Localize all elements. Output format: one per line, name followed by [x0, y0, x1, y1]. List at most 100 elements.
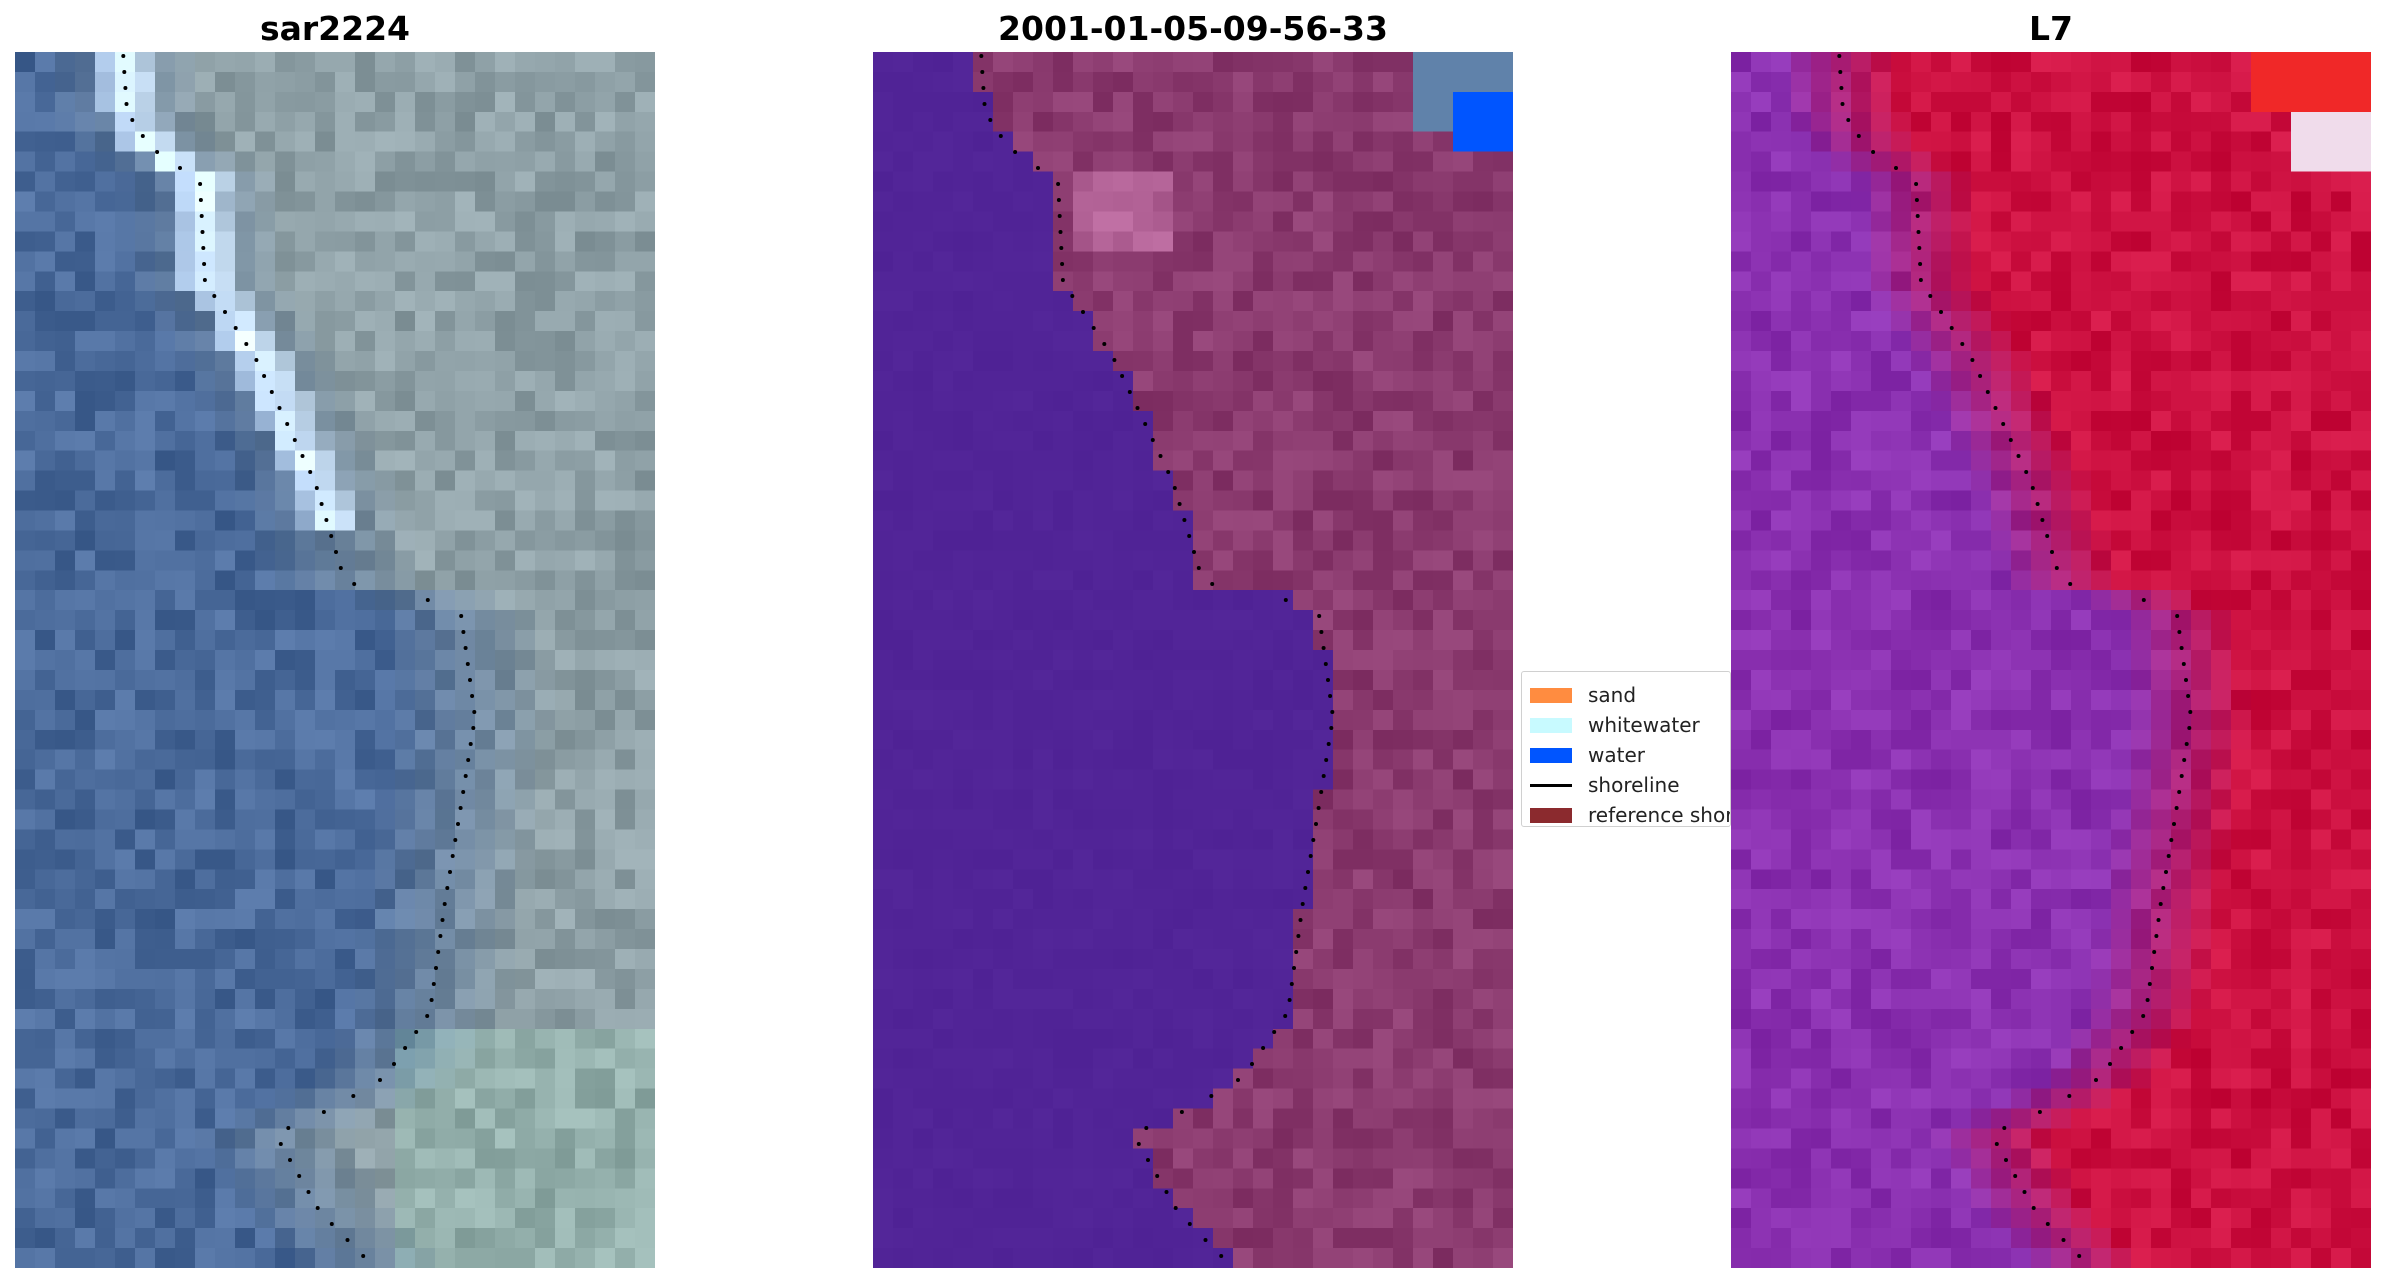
shoreline-dot	[338, 566, 343, 570]
shoreline-dot	[1316, 806, 1321, 810]
shoreline-dot	[461, 790, 466, 794]
shoreline-dot	[1330, 710, 1335, 714]
shoreline-dot	[2094, 1078, 2098, 1082]
shoreline-dot	[1081, 310, 1085, 314]
shoreline-dot	[1846, 118, 1851, 122]
shoreline-dot	[297, 1174, 302, 1178]
shoreline-overlay-classified	[979, 54, 1335, 1258]
shoreline-dot	[2068, 582, 2073, 586]
shoreline-dot	[1328, 694, 1333, 698]
shoreline-dot	[124, 102, 129, 106]
shoreline-dot	[199, 214, 204, 218]
panel-title-classified: 2001-01-05-09-56-33	[998, 9, 1388, 48]
shoreline-dot	[1036, 166, 1040, 170]
legend: sand whitewater water shoreline referenc…	[1521, 671, 1731, 827]
shoreline-dot	[981, 86, 986, 90]
shoreline-dot	[2177, 630, 2182, 634]
shoreline-dot	[468, 678, 472, 682]
shoreline-dot	[361, 1254, 366, 1258]
shoreline-dot	[2172, 822, 2176, 826]
shoreline-dot	[450, 854, 455, 858]
panel-title-rgb: sar2224	[259, 9, 411, 48]
shoreline-dot	[1272, 1030, 1277, 1034]
shoreline-dot	[998, 134, 1003, 138]
shoreline-dot	[1838, 70, 1843, 74]
shoreline-dot	[2061, 1238, 2066, 1242]
shoreline-dot	[1985, 390, 1990, 394]
shoreline-dot	[1236, 1078, 1240, 1082]
shoreline-dot	[212, 294, 217, 298]
shoreline-dot	[1300, 902, 1305, 906]
shoreline-dot	[2016, 454, 2021, 458]
shoreline-overlay-index	[1837, 54, 2193, 1258]
shoreline-dot	[1210, 582, 1215, 586]
shoreline-dot	[459, 614, 464, 618]
shoreline-dot	[1960, 342, 1965, 346]
shoreline-dot	[1993, 406, 1998, 410]
shoreline-dot	[300, 454, 305, 458]
legend-label-sand: sand	[1588, 683, 1637, 707]
shoreline-dot	[254, 358, 259, 362]
shoreline-dot	[2164, 870, 2168, 874]
shoreline-dot	[1294, 950, 1299, 954]
shoreline-dot	[1287, 998, 1292, 1002]
shoreline-dot	[2004, 1158, 2008, 1162]
shoreline-dot	[1209, 1094, 1214, 1098]
shoreline-dot	[1319, 790, 1324, 794]
shoreline-dot	[463, 646, 468, 650]
shoreline-dot	[1150, 438, 1155, 442]
shoreline-dot	[414, 1030, 419, 1034]
shoreline-dot	[1120, 374, 1125, 378]
shoreline-dot	[2054, 566, 2059, 570]
shoreline-dot	[2156, 918, 2161, 922]
shoreline-swatch	[1530, 783, 1572, 787]
shoreline-dot	[1928, 294, 1933, 298]
shoreline-dot	[448, 870, 452, 874]
shoreline-dot	[122, 70, 127, 74]
shoreline-dot	[425, 1014, 430, 1018]
shoreline-dot	[2188, 710, 2193, 714]
shoreline-dot	[1013, 150, 1018, 154]
shoreline-dot	[352, 582, 357, 586]
shoreline-dot	[982, 102, 987, 106]
shoreline-dot	[278, 1142, 283, 1146]
shoreline-dot	[2169, 838, 2174, 842]
shoreline-dot	[1187, 1222, 1192, 1226]
shoreline-dot	[314, 486, 319, 490]
shoreline-dot	[2040, 518, 2045, 522]
legend-item-whitewater: whitewater	[1530, 710, 1730, 740]
shoreline-dot	[1296, 934, 1301, 938]
shoreline-dot	[198, 198, 203, 202]
shoreline-dot	[470, 694, 475, 698]
shoreline-dot	[334, 550, 338, 554]
shoreline-dot	[2141, 598, 2146, 602]
shoreline-dot	[1871, 150, 1876, 154]
shoreline-dot	[1060, 278, 1065, 282]
shoreline-dot	[2022, 1190, 2027, 1194]
shoreline-dot	[140, 134, 145, 138]
shoreline-dot	[1894, 166, 1898, 170]
shoreline-dot	[472, 710, 477, 714]
shoreline-dot	[1182, 518, 1187, 522]
shoreline-dot	[2179, 774, 2184, 778]
shoreline-dot	[2182, 758, 2187, 762]
shoreline-dot	[286, 1126, 291, 1130]
shoreline-dot	[1250, 1062, 1254, 1066]
shoreline-dot	[2002, 1126, 2007, 1130]
shoreline-dot	[1187, 534, 1192, 538]
shoreline-dot	[2177, 790, 2182, 794]
shoreline-dot	[440, 918, 445, 922]
shoreline-dot	[1289, 982, 1294, 986]
shoreline-dot	[2147, 982, 2152, 986]
shoreline-dot	[2050, 550, 2054, 554]
shoreline-dot	[1311, 838, 1316, 842]
shoreline-dot	[1056, 182, 1061, 186]
sand-swatch	[1530, 687, 1572, 703]
shoreline-dot	[1914, 198, 1919, 202]
legend-label-reference-shoreline: reference shoreline	[1588, 803, 1731, 827]
shoreline-dot	[1915, 214, 1920, 218]
shoreline-dot	[1173, 1206, 1178, 1210]
shoreline-dot	[1994, 1142, 1999, 1146]
shoreline-dot	[988, 118, 993, 122]
shoreline-dot	[2145, 998, 2150, 1002]
